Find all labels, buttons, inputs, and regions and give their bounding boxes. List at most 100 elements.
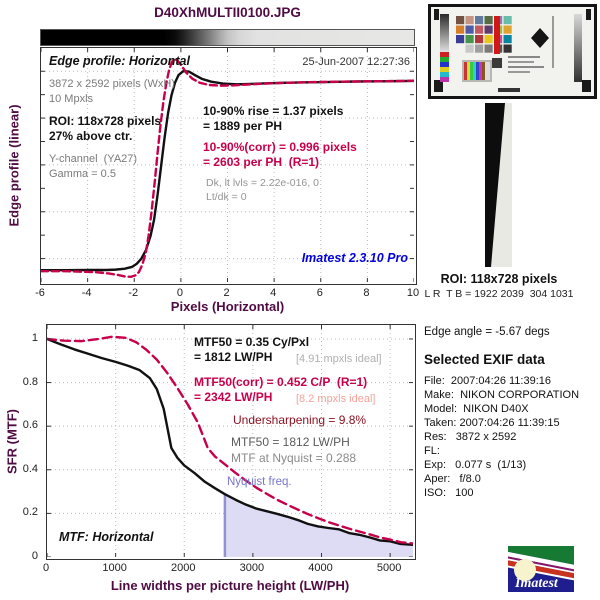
checker-patch <box>484 25 493 34</box>
mtf50-corrected-line1: MTF50(corr) = 0.452 C/P (R=1) <box>194 375 368 389</box>
image-size-text: 3872 x 2592 pixels (WxH) <box>49 78 175 90</box>
exif-line: FL: <box>424 445 440 457</box>
checker-patch <box>503 16 512 25</box>
levels-line2: Lt/dk = 0 <box>206 191 247 203</box>
exif-line: Aper: f/8.0 <box>424 473 481 485</box>
checker-patch <box>465 44 474 53</box>
checker-patch <box>475 44 484 53</box>
y-tick-label: 0 <box>31 550 38 562</box>
x-tick-label: 0 <box>176 287 183 299</box>
checker-patch <box>503 25 512 34</box>
imatest-version-watermark: Imatest 2.3.10 Pro <box>301 251 408 265</box>
y-tick-label: 0.2 <box>22 506 38 519</box>
black-diamond <box>531 28 549 48</box>
roi-size-caption: ROI: 118x728 pixels <box>440 272 558 286</box>
exif-line: Model: NIKON D40X <box>424 403 529 415</box>
edge-x-tick-labels: -6 -4 -2 0 2 4 6 8 10 <box>35 287 419 301</box>
gamma-text: Gamma = 0.5 <box>49 168 116 180</box>
edge-angle-text: Edge angle = -5.67 degs <box>424 326 550 338</box>
x-tick-label: 5000 <box>376 562 402 574</box>
exif-line: Res: 3872 x 2592 <box>424 431 517 443</box>
checker-patch <box>475 16 484 25</box>
color-checker-patches <box>456 16 512 53</box>
checker-patch <box>456 16 465 25</box>
x-tick-label: 2 <box>223 287 230 299</box>
exif-line: ISO: 100 <box>424 487 474 499</box>
mtf-x-tick-labels: 0 1000 2000 3000 4000 5000 <box>42 562 414 576</box>
exif-section-title: Selected EXIF data <box>424 352 545 367</box>
rise-value-line1: 10-90% rise = 1.37 pixels <box>203 104 344 118</box>
y-tick-label: 0.4 <box>22 462 38 475</box>
mtf-plot: MTF50 = 0.35 Cy/Pxl = 1812 LW/PH [4.91 m… <box>46 324 416 560</box>
roi-coordinates: L R T B = 1922 2039 304 1031 <box>424 288 574 300</box>
logo-green-band <box>508 546 574 570</box>
mtf-x-axis-label: Line widths per picture height (LW/PH) <box>110 578 350 593</box>
roi-size-text: ROI: 118x728 pixels <box>49 114 162 128</box>
checker-patch <box>484 44 493 53</box>
y-tick-label: 0.8 <box>22 375 38 388</box>
rise-value-line2: = 1889 per PH <box>203 119 283 133</box>
exif-line: Exp: 0.077 s (1/13) <box>424 459 527 471</box>
roi-crop-image <box>485 103 512 267</box>
mtf-y-axis-label: SFR (MTF) <box>4 409 20 474</box>
mtf50-corrected-ideal-note: [8.2 mpxls ideal] <box>296 393 376 405</box>
x-tick-label: 4 <box>270 287 277 299</box>
x-tick-label: 2000 <box>171 562 196 574</box>
mtf-y-tick-labels: 0 0.2 0.4 0.6 0.8 1 <box>0 324 43 562</box>
x-tick-label: 8 <box>363 287 370 299</box>
y-tick-label: 0.6 <box>22 419 38 432</box>
checker-patch <box>465 35 474 44</box>
checker-patch <box>503 44 512 53</box>
checker-patch <box>456 44 465 53</box>
checker-patch <box>465 25 474 34</box>
nyquist-frequency-label: Nyquist freq. <box>227 476 292 488</box>
checker-patch <box>484 16 493 25</box>
logo-moon <box>514 559 536 581</box>
exif-line: Make: NIKON CORPORATION <box>424 389 580 401</box>
x-tick-label: 10 <box>406 287 420 299</box>
x-tick-label: -2 <box>128 287 139 299</box>
x-tick-label: -4 <box>81 287 92 299</box>
mtf-nyquist-summary-line2: MTF at Nyquist = 0.288 <box>231 451 357 465</box>
edge-x-axis-label: Pixels (Horizontal) <box>170 299 285 314</box>
edge-profile-curves <box>41 48 414 282</box>
roi-position-text: 27% above ctr. <box>49 129 133 143</box>
right-grayscale-strip <box>574 14 582 82</box>
mtf-curves <box>47 325 413 557</box>
edge-profile-plot: Edge profile: Horizontal 25-Jun-2007 12:… <box>40 47 417 285</box>
checker-patch <box>456 35 465 44</box>
exif-data-list: File: 2007:04:26 11:39:16 Make: NIKON COR… <box>424 374 596 500</box>
red-bar <box>494 16 500 54</box>
page-title: D40XhMULTII0100.JPG <box>154 5 301 20</box>
mtf50-corrected-line2: = 2342 LW/PH <box>194 390 273 404</box>
checker-patch <box>456 25 465 34</box>
mtf50-ideal-note: [4.91 mpxls ideal] <box>296 353 382 365</box>
mtf-plot-corner-label: MTF: Horizontal <box>59 530 154 544</box>
x-tick-label: 4000 <box>308 562 333 574</box>
checker-patch <box>475 25 484 34</box>
exif-line: Taken: 2007:04:26 11:39:15 <box>424 417 560 429</box>
zone-plate <box>492 58 502 68</box>
test-chart-thumbnail <box>428 4 597 99</box>
x-tick-label: 0 <box>42 562 50 574</box>
roi-edge-wedge <box>491 103 512 267</box>
mtf50-line1: MTF50 = 0.35 Cy/Pxl <box>194 335 310 349</box>
levels-line1: Dk, lt lvls = 2.22e-016, 0 <box>206 177 319 189</box>
edge-grayscale-bar <box>40 29 415 46</box>
imatest-logo: Imatest <box>508 546 574 592</box>
undersharpening-text: Undersharpening = 9.8% <box>233 413 367 427</box>
left-grayscale-strip <box>440 14 449 52</box>
logo-wordmark: Imatest <box>514 576 559 591</box>
checker-patch <box>503 35 512 44</box>
timestamp: 25-Jun-2007 12:27:36 <box>302 56 410 68</box>
x-tick-label: -6 <box>35 287 45 299</box>
x-tick-label: 1000 <box>102 562 127 574</box>
exif-line: File: 2007:04:26 11:39:16 <box>424 375 552 387</box>
rise-corrected-line1: 10-90%(corr) = 0.996 pixels <box>203 140 357 154</box>
edge-plot-header: Edge profile: Horizontal <box>49 54 190 68</box>
channel-text: Y-channel (YA27) <box>49 153 138 165</box>
chart-bottom-mark <box>498 88 520 92</box>
rise-corrected-line2: = 2603 per PH (R=1) <box>203 155 320 169</box>
x-tick-label: 6 <box>316 287 323 299</box>
